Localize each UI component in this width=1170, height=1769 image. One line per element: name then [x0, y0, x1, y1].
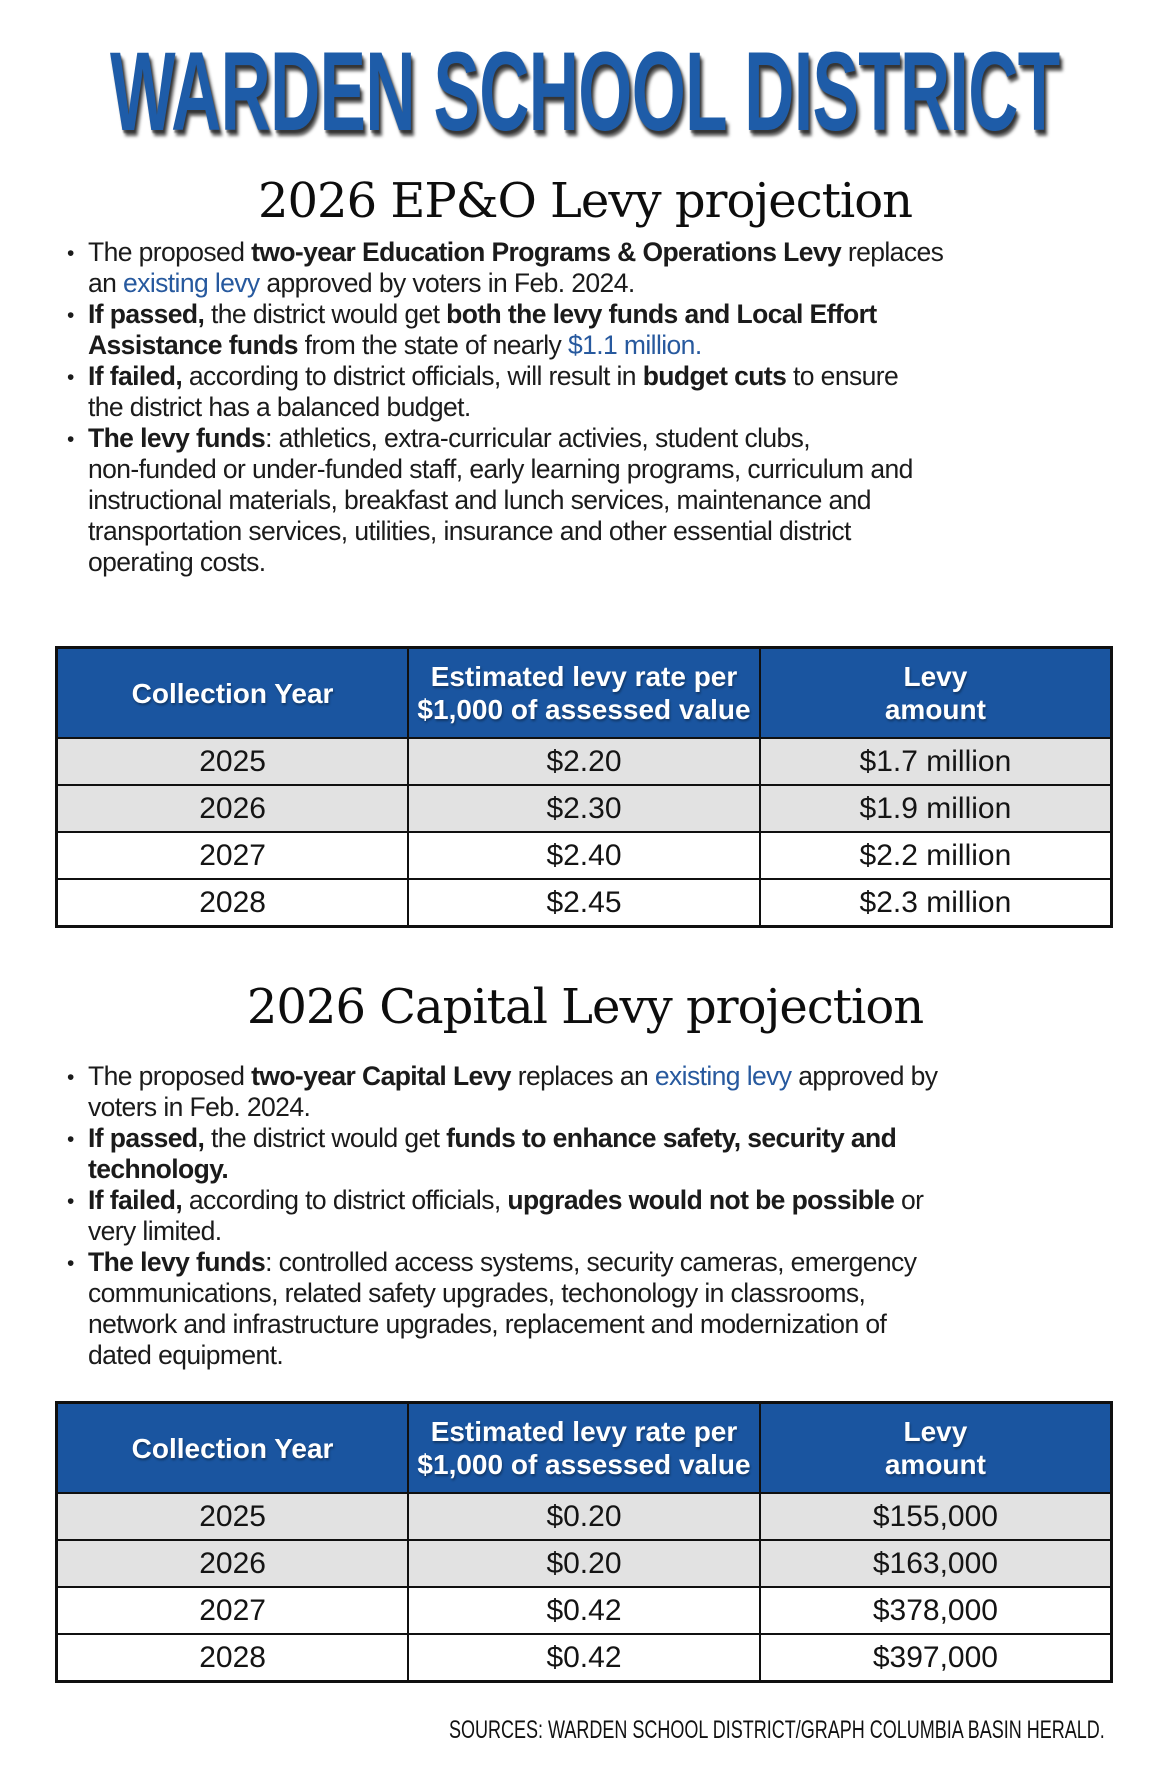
text-segment: replaces an	[88, 237, 944, 299]
table-cell: $0.42	[407, 1633, 761, 1683]
levy-link[interactable]: existing levy	[123, 268, 260, 299]
table-cell: 2028	[55, 1633, 410, 1683]
table-header-row: Collection Year Estimated levy rate per $1…	[55, 1401, 1113, 1495]
table-cell: 2027	[55, 1586, 410, 1636]
bullet-item: If failed, according to district officia…	[58, 1185, 1128, 1247]
column-header: Levy amount	[758, 646, 1113, 740]
text-segment: from the state of nearly	[297, 330, 568, 361]
table-cell: 2025	[55, 1492, 410, 1542]
table-cell: 2026	[55, 1539, 410, 1589]
text-segment: If failed,	[88, 361, 183, 392]
bullet-item: If failed, according to district officia…	[58, 361, 1128, 423]
text-segment: two-year Education Programs & Operations…	[251, 237, 842, 268]
table-cell: $163,000	[758, 1539, 1113, 1589]
table-row: 2025 $2.20 $1.7 million	[55, 737, 1113, 787]
bullet-item: The levy funds: controlled access system…	[58, 1247, 1128, 1371]
text-segment: approved by voters in Feb. 2024.	[88, 1061, 938, 1123]
column-header: Collection Year	[55, 646, 410, 740]
table-cell: $155,000	[758, 1492, 1113, 1542]
column-header: Estimated levy rate per $1,000 of assesse…	[407, 1401, 761, 1495]
bullet-item: If passed, the district would get funds …	[58, 1123, 1128, 1185]
text-segment: to ensure the district has a balanced bu…	[88, 361, 899, 423]
bullet-list-capital: The proposed two-year Capital Levy repla…	[58, 1061, 1128, 1371]
levy-table-epo: Collection Year Estimated levy rate per $1…	[55, 646, 1113, 929]
table-row: 2027 $0.42 $378,000	[55, 1586, 1113, 1636]
column-header: Estimated levy rate per $1,000 of assesse…	[407, 646, 761, 740]
text-segment: The levy funds	[88, 423, 266, 454]
section-heading-capital: 2026 Capital Levy projection	[246, 979, 924, 1036]
table-cell: 2028	[55, 878, 410, 928]
table-header-row: Collection Year Estimated levy rate per $1…	[55, 646, 1113, 740]
column-header: Levy amount	[758, 1401, 1113, 1495]
table-cell: $2.20	[407, 737, 761, 787]
text-segment: the district would get	[204, 1123, 447, 1154]
table-row: 2028 $2.45 $2.3 million	[55, 878, 1113, 928]
text-segment: funds to enhance safety, security and te…	[88, 1123, 897, 1185]
text-segment: according to district officials, will re…	[182, 361, 643, 392]
table-cell: $397,000	[758, 1633, 1113, 1683]
district-title-wrap: WARDEN SCHOOL DISTRICT	[70, 36, 1100, 148]
section-capital-levy: 2026 Capital Levy projection The propose…	[0, 979, 1170, 1684]
table-row: 2026 $0.20 $163,000	[55, 1539, 1113, 1589]
levy-link[interactable]: $1.1 million.	[567, 330, 702, 361]
table-row: 2025 $0.20 $155,000	[55, 1492, 1113, 1542]
sources-credit: SOURCES: WARDEN SCHOOL DISTRICT/GRAPH CO…	[0, 1715, 1105, 1745]
text-segment: the district would get	[204, 299, 447, 330]
text-segment: or very limited.	[88, 1185, 924, 1247]
text-segment: replaces an	[510, 1061, 655, 1092]
table-cell: 2026	[55, 784, 410, 834]
sources-credit-text: SOURCES: WARDEN SCHOOL DISTRICT/GRAPH CO…	[449, 1716, 1105, 1745]
bullet-item: The proposed two-year Education Programs…	[58, 237, 1128, 299]
levy-link[interactable]: existing levy	[654, 1061, 792, 1092]
table-cell: $0.20	[407, 1492, 761, 1542]
district-title: WARDEN SCHOOL DISTRICT	[110, 29, 1060, 154]
table-cell: $378,000	[758, 1586, 1113, 1636]
text-segment: : athletics, extra-curricular activies, …	[88, 423, 913, 578]
table-cell: $2.30	[407, 784, 761, 834]
levy-table-capital: Collection Year Estimated levy rate per $1…	[55, 1401, 1113, 1684]
text-segment: The proposed	[88, 1061, 252, 1092]
table-cell: $1.7 million	[758, 737, 1113, 787]
text-segment: : controlled access systems, security ca…	[88, 1247, 917, 1371]
text-segment: If failed,	[88, 1185, 183, 1216]
text-segment: two-year Capital Levy	[251, 1061, 511, 1092]
bullet-list-epo: The proposed two-year Education Programs…	[58, 237, 1128, 578]
table-row: 2028 $0.42 $397,000	[55, 1633, 1113, 1683]
table-cell: $0.42	[407, 1586, 761, 1636]
text-segment: budget cuts	[642, 361, 787, 392]
text-segment: according to district officials,	[182, 1185, 508, 1216]
table-cell: $0.20	[407, 1539, 761, 1589]
column-header: Collection Year	[55, 1401, 410, 1495]
table-cell: 2025	[55, 737, 410, 787]
section-epo-levy: 2026 EP&O Levy projection The proposed t…	[0, 173, 1170, 929]
text-segment: The levy funds	[88, 1247, 266, 1278]
bullet-item: The levy funds: athletics, extra-curricu…	[58, 423, 1128, 578]
text-segment: upgrades would not be possible	[507, 1185, 895, 1216]
table-cell: $2.45	[407, 878, 761, 928]
text-segment: If passed,	[88, 299, 205, 330]
table-cell: $1.9 million	[758, 784, 1113, 834]
table-cell: 2027	[55, 831, 410, 881]
text-segment: The proposed	[88, 237, 252, 268]
table-row: 2027 $2.40 $2.2 million	[55, 831, 1113, 881]
text-segment: If passed,	[88, 1123, 205, 1154]
section-heading-epo: 2026 EP&O Levy projection	[257, 173, 913, 229]
bullet-item: The proposed two-year Capital Levy repla…	[58, 1061, 1128, 1123]
bullet-item: If passed, the district would get both t…	[58, 299, 1128, 361]
table-cell: $2.2 million	[758, 831, 1113, 881]
table-row: 2026 $2.30 $1.9 million	[55, 784, 1113, 834]
text-segment: approved by voters in Feb. 2024.	[259, 268, 635, 299]
table-cell: $2.40	[407, 831, 761, 881]
text-segment: both the levy funds and Local Effort Ass…	[88, 299, 877, 361]
table-cell: $2.3 million	[758, 878, 1113, 928]
